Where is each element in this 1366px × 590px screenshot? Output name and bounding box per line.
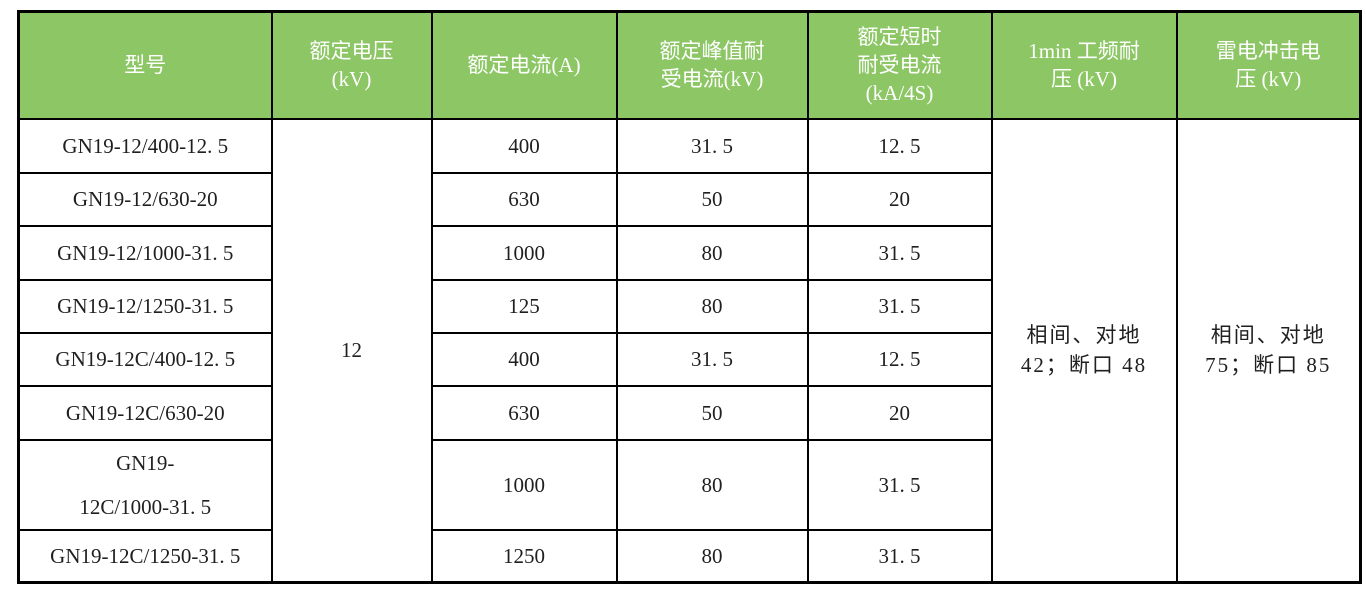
cell-peak-withstand: 50 [615,171,809,227]
cell-short-time-withstand: 20 [806,384,993,441]
cell-rated-current: 1250 [430,528,618,584]
table-row: GN19-12/400-12. 5 12 400 31. 5 12. 5 相间、… [17,117,1362,584]
cell-rated-current: 630 [430,171,618,227]
cell-rated-current: 125 [430,278,618,334]
cell-short-time-withstand: 31. 5 [806,528,993,584]
cell-peak-withstand: 80 [615,528,809,584]
cell-peak-withstand: 31. 5 [615,331,809,387]
cell-model: GN19-12/1000-31. 5 [17,224,273,281]
col-header-peak-withstand: 额定峰值耐 受电流(kV) [615,10,809,120]
cell-model: GN19-12/400-12. 5 [17,117,273,174]
cell-lightning-impulse-merged: 相间、对地 75；断口 85 [1175,117,1362,584]
col-header-short-time-withstand: 额定短时 耐受电流 (kA/4S) [806,10,993,120]
col-header-model: 型号 [17,10,273,120]
cell-rated-voltage-merged: 12 [270,117,433,584]
cell-short-time-withstand: 12. 5 [806,331,993,387]
col-header-rated-voltage: 额定电压 (kV) [270,10,433,120]
table-row: GN19-12/630-20 630 50 20 [17,171,1361,227]
table-row: GN19-12/1000-31. 5 1000 80 31. 5 [17,224,1361,281]
cell-peak-withstand: 80 [615,224,809,281]
cell-rated-current: 1000 [430,224,618,281]
cell-peak-withstand: 80 [615,278,809,334]
col-header-power-freq-withstand: 1min 工频耐 压 (kV) [990,10,1178,120]
cell-rated-current: 630 [430,384,618,441]
table-row: GN19-12C/400-12. 5 400 31. 5 12. 5 [17,331,1361,387]
header-row: 型号 额定电压 (kV) 额定电流(A) 额定峰值耐 受电流(kV) 额定短时 … [17,10,1362,120]
table-row: GN19-12C/1250-31. 5 1250 80 31. 5 [17,528,1361,584]
cell-model: GN19-12/630-20 [17,171,273,227]
cell-rated-current: 400 [430,117,618,174]
cell-short-time-withstand: 12. 5 [806,117,993,174]
cell-power-freq-merged: 相间、对地 42；断口 48 [990,117,1178,584]
col-header-lightning-impulse: 雷电冲击电 压 (kV) [1175,10,1362,120]
table-row: GN19-12/1250-31. 5 125 80 31. 5 [17,278,1361,334]
cell-short-time-withstand: 20 [806,171,993,227]
spec-table: 型号 额定电压 (kV) 额定电流(A) 额定峰值耐 受电流(kV) 额定短时 … [17,10,1362,584]
cell-peak-withstand: 50 [615,384,809,441]
col-header-rated-current: 额定电流(A) [430,10,618,120]
cell-rated-current: 1000 [430,438,618,531]
cell-peak-withstand: 31. 5 [615,117,809,174]
cell-model: GN19-12C/1250-31. 5 [17,528,273,584]
cell-rated-current: 400 [430,331,618,387]
cell-short-time-withstand: 31. 5 [806,224,993,281]
cell-peak-withstand: 80 [615,438,809,531]
cell-short-time-withstand: 31. 5 [806,438,993,531]
table-row: GN19- 12C/1000-31. 5 1000 80 31. 5 [17,438,1361,531]
cell-model: GN19-12C/630-20 [17,384,273,441]
cell-short-time-withstand: 31. 5 [806,278,993,334]
table-row: GN19-12C/630-20 630 50 20 [17,384,1361,441]
cell-model: GN19-12/1250-31. 5 [17,278,273,334]
cell-model: GN19- 12C/1000-31. 5 [17,438,273,531]
cell-model: GN19-12C/400-12. 5 [17,331,273,387]
